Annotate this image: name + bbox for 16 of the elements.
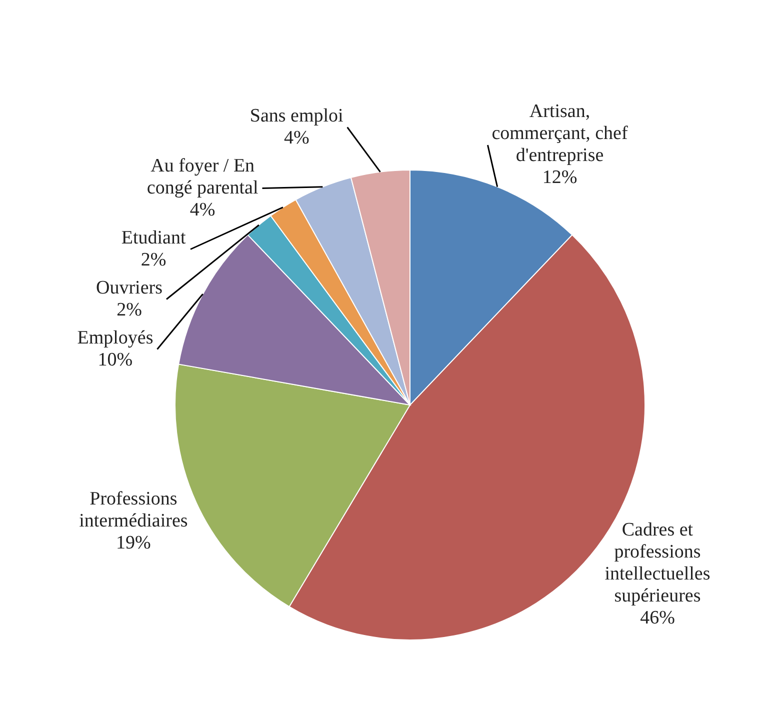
data-label: 19% — [116, 532, 152, 554]
slice-label: Employés — [77, 327, 154, 348]
slice-label: Sans emploi — [250, 105, 344, 126]
data-label: 12% — [542, 167, 578, 188]
data-label: 2% — [116, 299, 142, 320]
slice-label: Cadres et professions intellectuelles supérieures — [604, 520, 710, 607]
data-label: 10% — [98, 349, 133, 370]
data-label: 4% — [284, 127, 310, 148]
slice-label: Professions intermédiaires — [79, 488, 188, 532]
data-label: 4% — [190, 199, 216, 220]
slice-label: Etudiant — [121, 227, 186, 248]
slice-label: Au foyer / En congé parental — [146, 155, 258, 198]
slice-label: Artisan, commerçant, chef d'entreprise — [492, 101, 628, 166]
slice-label: Ouvriers — [96, 277, 162, 298]
data-label: 2% — [140, 249, 166, 270]
data-label: 46% — [640, 608, 676, 629]
